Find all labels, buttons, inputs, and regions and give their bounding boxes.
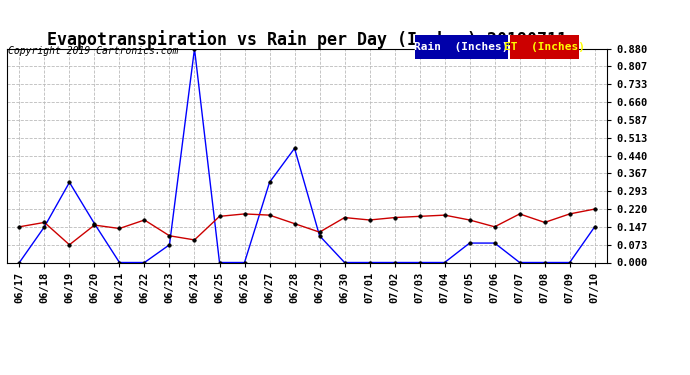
Text: ET  (Inches): ET (Inches) (504, 42, 584, 52)
Text: Copyright 2019 Cartronics.com: Copyright 2019 Cartronics.com (8, 46, 179, 56)
Text: Rain  (Inches): Rain (Inches) (415, 42, 509, 52)
Title: Evapotranspiration vs Rain per Day (Inches) 20190711: Evapotranspiration vs Rain per Day (Inch… (47, 30, 567, 49)
